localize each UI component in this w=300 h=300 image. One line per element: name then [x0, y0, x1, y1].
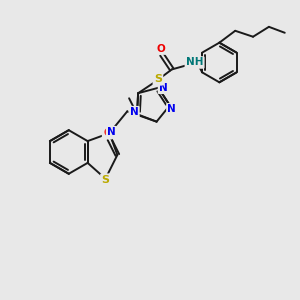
- Text: N: N: [107, 127, 116, 137]
- Text: NH: NH: [186, 58, 203, 68]
- Text: S: S: [101, 175, 110, 185]
- Text: N: N: [130, 107, 138, 117]
- Text: O: O: [103, 128, 112, 138]
- Text: S: S: [154, 74, 162, 84]
- Text: N: N: [159, 83, 168, 93]
- Text: N: N: [167, 104, 176, 114]
- Text: O: O: [157, 44, 165, 54]
